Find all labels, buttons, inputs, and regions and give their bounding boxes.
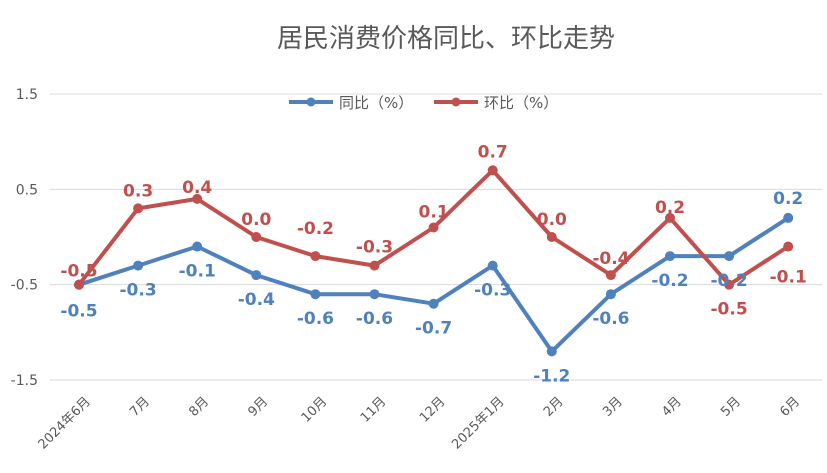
data-label: -0.1 bbox=[770, 268, 807, 288]
x-tick-label: 5月 bbox=[718, 394, 744, 420]
chart-title: 居民消费价格同比、环比走势 bbox=[277, 24, 615, 54]
data-point-series-1 bbox=[192, 241, 203, 252]
x-axis-ticks: 2024年6月 7月 8月 9月 10月 11月 12月 2025年1月 2月 3月 4月 5月 6月 bbox=[36, 394, 803, 452]
legend-marker-1 bbox=[306, 97, 316, 107]
x-tick-label: 11月 bbox=[358, 394, 389, 425]
data-point-series-2 bbox=[192, 193, 203, 204]
data-label: -0.3 bbox=[356, 238, 393, 258]
data-point-series-2 bbox=[133, 203, 144, 214]
series-lines bbox=[74, 165, 794, 357]
x-tick-label: 12月 bbox=[417, 394, 448, 425]
data-label: -0.6 bbox=[592, 309, 629, 329]
data-label: -0.3 bbox=[474, 281, 511, 301]
data-point-series-1 bbox=[369, 289, 380, 300]
data-point-series-2 bbox=[310, 251, 321, 262]
data-label: 0.0 bbox=[537, 210, 567, 230]
data-label: -0.5 bbox=[60, 262, 97, 282]
data-point-series-1 bbox=[724, 251, 735, 262]
data-point-series-2 bbox=[665, 212, 675, 223]
data-point-series-1 bbox=[665, 251, 675, 262]
x-tick-label: 9月 bbox=[245, 394, 271, 420]
data-point-series-2 bbox=[605, 270, 616, 281]
y-axis-ticks: 1.5 0.5 -0.5 -1.5 bbox=[11, 87, 38, 389]
data-label: -0.5 bbox=[60, 302, 97, 322]
data-point-series-1 bbox=[487, 260, 498, 271]
legend-label-2: 环比（%） bbox=[484, 94, 558, 112]
x-tick-label: 7月 bbox=[127, 394, 153, 420]
data-point-series-2 bbox=[74, 279, 84, 290]
x-tick-label: 6月 bbox=[777, 394, 803, 420]
data-label: 0.4 bbox=[182, 178, 212, 198]
data-point-series-2 bbox=[724, 279, 735, 290]
x-tick-label: 8月 bbox=[186, 394, 212, 420]
data-label: -0.2 bbox=[651, 271, 688, 291]
y-tick-label: -0.5 bbox=[11, 278, 38, 294]
y-tick-label: 1.5 bbox=[16, 87, 38, 103]
data-point-series-1 bbox=[546, 346, 557, 357]
data-point-series-1 bbox=[783, 212, 794, 223]
data-point-series-2 bbox=[251, 232, 262, 242]
data-point-series-2 bbox=[487, 165, 498, 176]
data-label: -1.2 bbox=[533, 366, 570, 386]
data-label: 0.3 bbox=[123, 181, 153, 201]
data-label: -0.4 bbox=[592, 249, 629, 269]
data-label: 0.2 bbox=[773, 189, 803, 209]
x-tick-label: 2025年1月 bbox=[449, 394, 507, 452]
data-label: -0.1 bbox=[179, 262, 216, 282]
data-point-series-2 bbox=[369, 260, 380, 271]
data-point-series-1 bbox=[251, 270, 262, 281]
x-tick-label: 10月 bbox=[299, 394, 330, 425]
data-label: -0.5 bbox=[711, 300, 748, 320]
data-label: -0.2 bbox=[297, 219, 334, 239]
data-label: 0.0 bbox=[241, 210, 271, 230]
data-point-series-1 bbox=[133, 260, 144, 271]
data-point-series-1 bbox=[310, 289, 321, 300]
data-label: -0.2 bbox=[711, 271, 748, 291]
data-label: -0.6 bbox=[356, 309, 393, 329]
data-labels: -0.5 -0.3 -0.1 -0.4 -0.6 -0.6 -0.7 -0.3 -1.2 -0.6… bbox=[60, 142, 806, 386]
grid-lines bbox=[50, 93, 822, 381]
legend-marker-2 bbox=[451, 97, 461, 107]
data-label: -0.6 bbox=[297, 309, 334, 329]
data-point-series-2 bbox=[546, 232, 557, 242]
data-point-series-1 bbox=[605, 289, 616, 300]
data-label: -0.3 bbox=[120, 281, 157, 301]
y-tick-label: 0.5 bbox=[16, 182, 38, 198]
data-point-series-1 bbox=[428, 298, 439, 309]
x-tick-label: 3月 bbox=[600, 394, 626, 420]
x-tick-label: 4月 bbox=[659, 394, 685, 420]
data-point-series-2 bbox=[783, 241, 794, 252]
data-label: -0.4 bbox=[238, 290, 275, 310]
legend: 同比（%） 环比（%） bbox=[289, 94, 558, 112]
data-label: 0.1 bbox=[419, 202, 449, 222]
x-tick-label: 2024年6月 bbox=[36, 394, 94, 452]
y-tick-label: -1.5 bbox=[11, 373, 38, 389]
data-label: 0.2 bbox=[655, 198, 685, 218]
data-label: -0.7 bbox=[415, 319, 452, 339]
legend-label-1: 同比（%） bbox=[339, 94, 413, 112]
data-label: 0.7 bbox=[478, 142, 508, 162]
x-tick-label: 2月 bbox=[541, 394, 567, 420]
data-point-series-2 bbox=[428, 222, 439, 233]
